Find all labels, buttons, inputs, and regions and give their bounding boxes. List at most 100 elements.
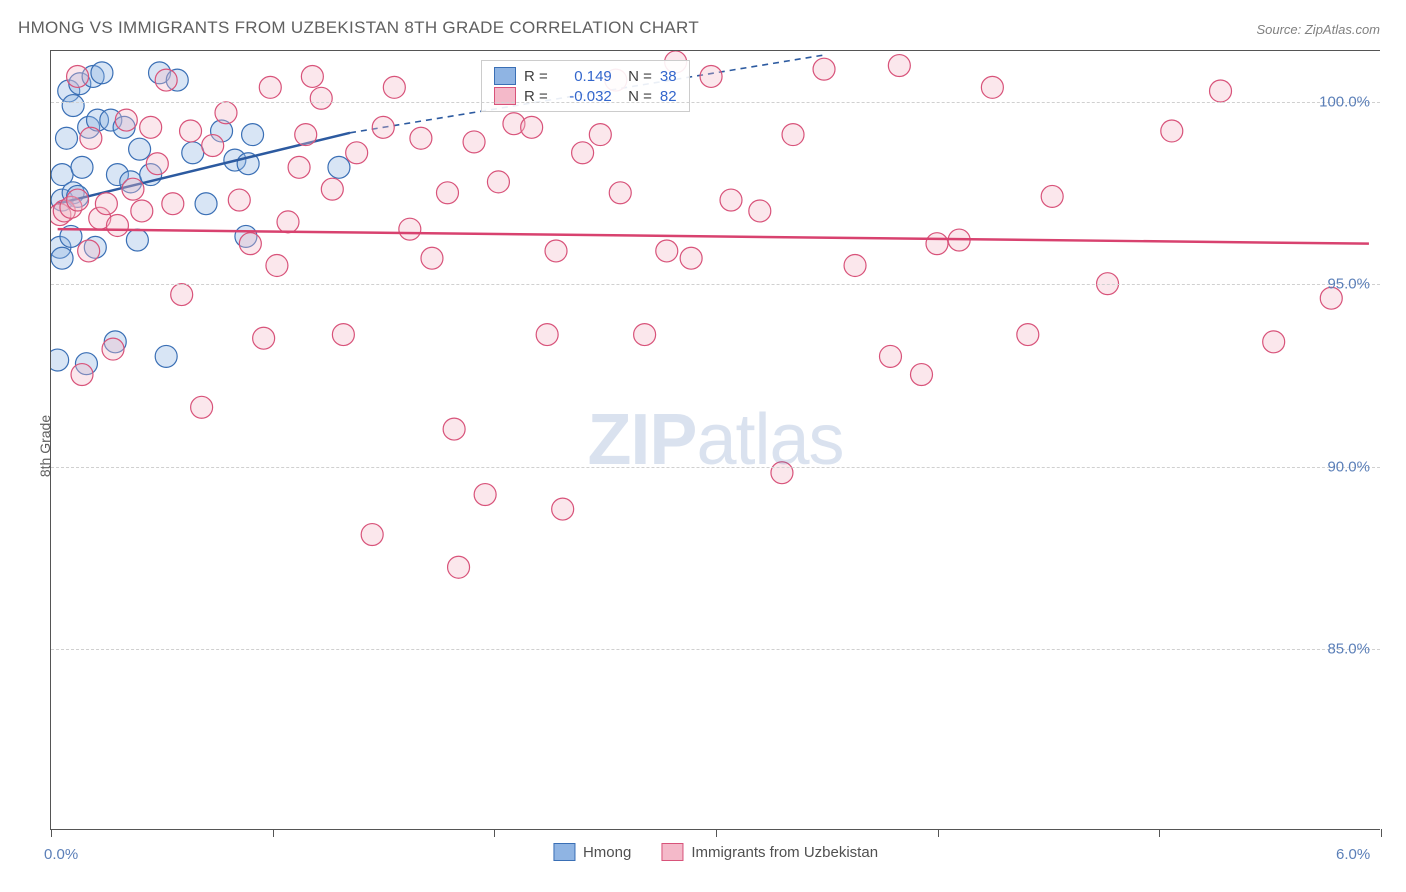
data-point bbox=[78, 240, 100, 262]
x-tick bbox=[1381, 829, 1382, 837]
data-point bbox=[1017, 324, 1039, 346]
data-point bbox=[1263, 331, 1285, 353]
data-point bbox=[436, 182, 458, 204]
data-point bbox=[95, 193, 117, 215]
x-tick bbox=[494, 829, 495, 837]
x-tick-label-max: 6.0% bbox=[1336, 846, 1370, 863]
y-tick-label: 95.0% bbox=[1327, 276, 1370, 293]
data-point bbox=[295, 124, 317, 146]
data-point bbox=[399, 218, 421, 240]
data-point bbox=[126, 229, 148, 251]
gridline-h bbox=[51, 467, 1380, 468]
scatter-plot-svg bbox=[51, 51, 1380, 829]
y-tick-label: 100.0% bbox=[1319, 94, 1370, 111]
gridline-h bbox=[51, 284, 1380, 285]
data-point bbox=[253, 327, 275, 349]
legend-swatch bbox=[661, 843, 683, 861]
legend-r-value: 0.149 bbox=[556, 68, 612, 85]
chart-title: HMONG VS IMMIGRANTS FROM UZBEKISTAN 8TH … bbox=[18, 18, 699, 38]
data-point bbox=[410, 127, 432, 149]
data-point bbox=[888, 55, 910, 77]
x-tick bbox=[716, 829, 717, 837]
data-point bbox=[536, 324, 558, 346]
data-point bbox=[310, 87, 332, 109]
legend-swatch bbox=[494, 67, 516, 85]
data-point bbox=[545, 240, 567, 262]
x-tick-label-min: 0.0% bbox=[44, 846, 78, 863]
data-point bbox=[288, 156, 310, 178]
data-point bbox=[195, 193, 217, 215]
data-point bbox=[67, 189, 89, 211]
data-point bbox=[328, 156, 350, 178]
data-point bbox=[242, 124, 264, 146]
data-point bbox=[140, 116, 162, 138]
legend-r-label: R = bbox=[524, 68, 548, 85]
data-point bbox=[656, 240, 678, 262]
x-tick bbox=[1159, 829, 1160, 837]
bottom-legend-label: Immigrants from Uzbekistan bbox=[691, 844, 878, 861]
data-point bbox=[239, 233, 261, 255]
data-point bbox=[720, 189, 742, 211]
data-point bbox=[383, 76, 405, 98]
correlation-legend: R =0.149 N =38R =-0.032 N =82 bbox=[481, 60, 690, 112]
y-tick-label: 85.0% bbox=[1327, 640, 1370, 657]
data-point bbox=[202, 135, 224, 157]
data-point bbox=[162, 193, 184, 215]
data-point bbox=[71, 364, 93, 386]
data-point bbox=[911, 364, 933, 386]
data-point bbox=[91, 62, 113, 84]
data-point bbox=[115, 109, 137, 131]
data-point bbox=[487, 171, 509, 193]
data-point bbox=[171, 284, 193, 306]
data-point bbox=[56, 127, 78, 149]
data-point bbox=[521, 116, 543, 138]
x-tick bbox=[51, 829, 52, 837]
data-point bbox=[552, 498, 574, 520]
bottom-legend-label: Hmong bbox=[583, 844, 631, 861]
data-point bbox=[332, 324, 354, 346]
data-point bbox=[361, 524, 383, 546]
data-point bbox=[155, 345, 177, 367]
data-point bbox=[782, 124, 804, 146]
bottom-legend-item: Immigrants from Uzbekistan bbox=[661, 843, 878, 861]
data-point bbox=[879, 345, 901, 367]
data-point bbox=[443, 418, 465, 440]
data-point bbox=[51, 247, 73, 269]
data-point bbox=[844, 255, 866, 277]
data-point bbox=[51, 349, 69, 371]
data-point bbox=[346, 142, 368, 164]
legend-swatch bbox=[553, 843, 575, 861]
data-point bbox=[1210, 80, 1232, 102]
data-point bbox=[421, 247, 443, 269]
data-point bbox=[129, 138, 151, 160]
data-point bbox=[71, 156, 93, 178]
data-point bbox=[180, 120, 202, 142]
data-point bbox=[146, 153, 168, 175]
data-point bbox=[813, 58, 835, 80]
y-tick-label: 90.0% bbox=[1327, 458, 1370, 475]
bottom-legend-item: Hmong bbox=[553, 843, 631, 861]
legend-n-value: 38 bbox=[660, 68, 677, 85]
data-point bbox=[182, 142, 204, 164]
data-point bbox=[771, 462, 793, 484]
source-label: Source: ZipAtlas.com bbox=[1256, 22, 1380, 37]
bottom-legend: Hmong Immigrants from Uzbekistan bbox=[553, 843, 878, 861]
data-point bbox=[372, 116, 394, 138]
data-point bbox=[259, 76, 281, 98]
data-point bbox=[981, 76, 1003, 98]
data-point bbox=[277, 211, 299, 233]
data-point bbox=[572, 142, 594, 164]
chart-area: ZIPatlas R =0.149 N =38R =-0.032 N =82 H… bbox=[50, 50, 1380, 830]
data-point bbox=[122, 178, 144, 200]
data-point bbox=[301, 65, 323, 87]
gridline-h bbox=[51, 102, 1380, 103]
legend-row: R =0.149 N =38 bbox=[494, 66, 677, 86]
data-point bbox=[155, 69, 177, 91]
data-point bbox=[80, 127, 102, 149]
data-point bbox=[448, 556, 470, 578]
data-point bbox=[102, 338, 124, 360]
data-point bbox=[749, 200, 771, 222]
gridline-h bbox=[51, 649, 1380, 650]
x-tick bbox=[273, 829, 274, 837]
data-point bbox=[589, 124, 611, 146]
